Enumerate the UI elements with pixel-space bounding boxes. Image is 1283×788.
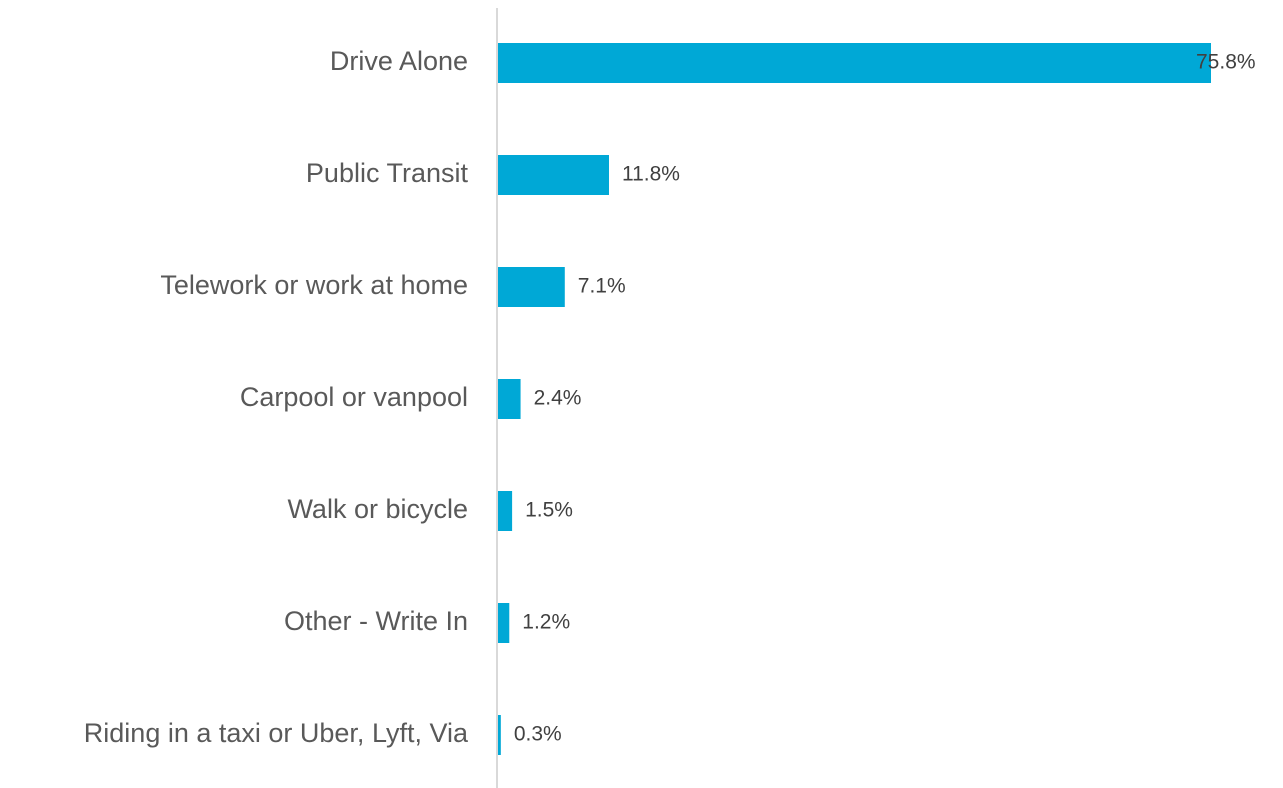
bar	[498, 267, 565, 307]
value-label: 1.5%	[525, 499, 573, 522]
bar	[498, 603, 510, 643]
bar	[498, 491, 513, 531]
category-label: Riding in a taxi or Uber, Lyft, Via	[84, 718, 469, 748]
category-label: Carpool or vanpool	[240, 382, 468, 412]
category-label: Drive Alone	[330, 46, 468, 76]
value-label: 7.1%	[578, 275, 626, 298]
bar	[498, 43, 1211, 83]
category-label: Walk or bicycle	[287, 494, 468, 524]
bar	[498, 155, 609, 195]
value-label: 0.3%	[514, 723, 562, 746]
bar	[498, 379, 521, 419]
value-label: 1.2%	[522, 611, 570, 634]
value-label: 11.8%	[622, 163, 680, 186]
value-label: 2.4%	[534, 387, 582, 410]
bar	[498, 715, 501, 755]
category-label: Telework or work at home	[160, 270, 468, 300]
category-label: Other - Write In	[284, 606, 468, 636]
category-label: Public Transit	[306, 158, 469, 188]
value-label: 75.8%	[1196, 51, 1256, 74]
